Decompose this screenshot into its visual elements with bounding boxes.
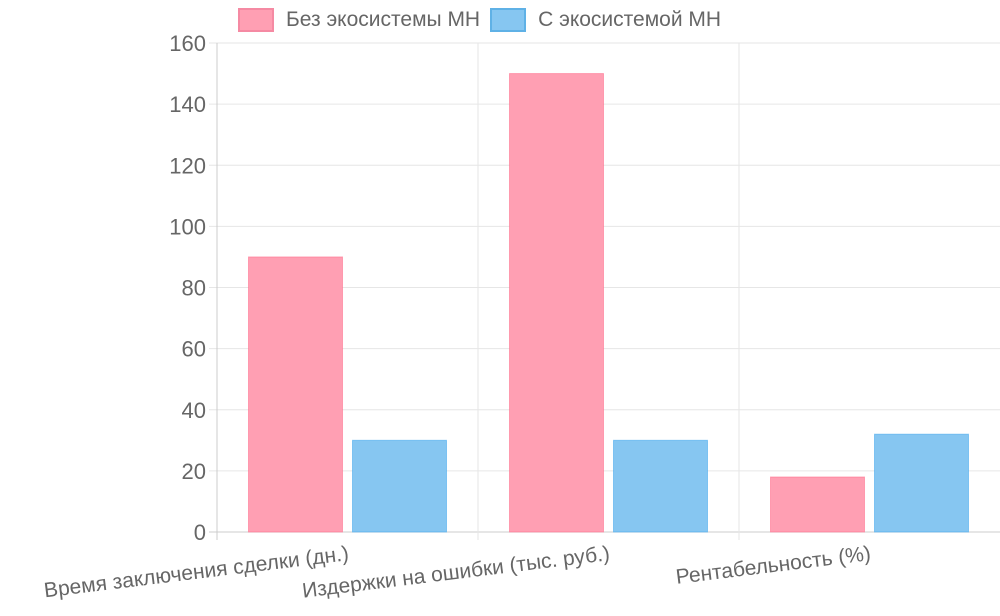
legend-swatch-pink	[238, 8, 274, 32]
y-tick-label: 40	[182, 398, 206, 423]
bar[interactable]	[613, 439, 708, 533]
bars	[248, 73, 969, 533]
bar[interactable]	[770, 476, 865, 533]
y-tick-label: 140	[169, 92, 206, 117]
x-tick-label: Рентабельность (%)	[675, 542, 873, 589]
y-tick-label: 0	[194, 520, 206, 545]
y-tick-label: 100	[169, 214, 206, 239]
legend-item-without-ecosystem[interactable]: Без экосистемы МН	[238, 8, 480, 32]
chart-legend: Без экосистемы МН С экосистемой МН	[238, 8, 731, 32]
y-tick-label: 80	[182, 276, 206, 301]
y-tick-label: 60	[182, 337, 206, 362]
y-axis-ticks: 0 20 40 60 80 100 120 140 160	[169, 31, 206, 545]
legend-item-with-ecosystem[interactable]: С экосистемой МН	[490, 8, 721, 32]
legend-label: Без экосистемы МН	[286, 8, 481, 31]
legend-label: С экосистемой МН	[538, 8, 722, 31]
y-tick-label: 120	[169, 153, 206, 178]
bar[interactable]	[509, 73, 604, 533]
bar[interactable]	[248, 256, 343, 533]
bar[interactable]	[352, 439, 447, 533]
y-tick-label: 160	[169, 31, 206, 56]
x-axis-ticks: Время заключения сделки (дн.)Издержки на…	[43, 542, 872, 603]
y-tick-label: 20	[182, 459, 206, 484]
legend-swatch-blue	[490, 8, 527, 32]
bar[interactable]	[874, 433, 969, 533]
grid-lines	[209, 42, 1000, 540]
